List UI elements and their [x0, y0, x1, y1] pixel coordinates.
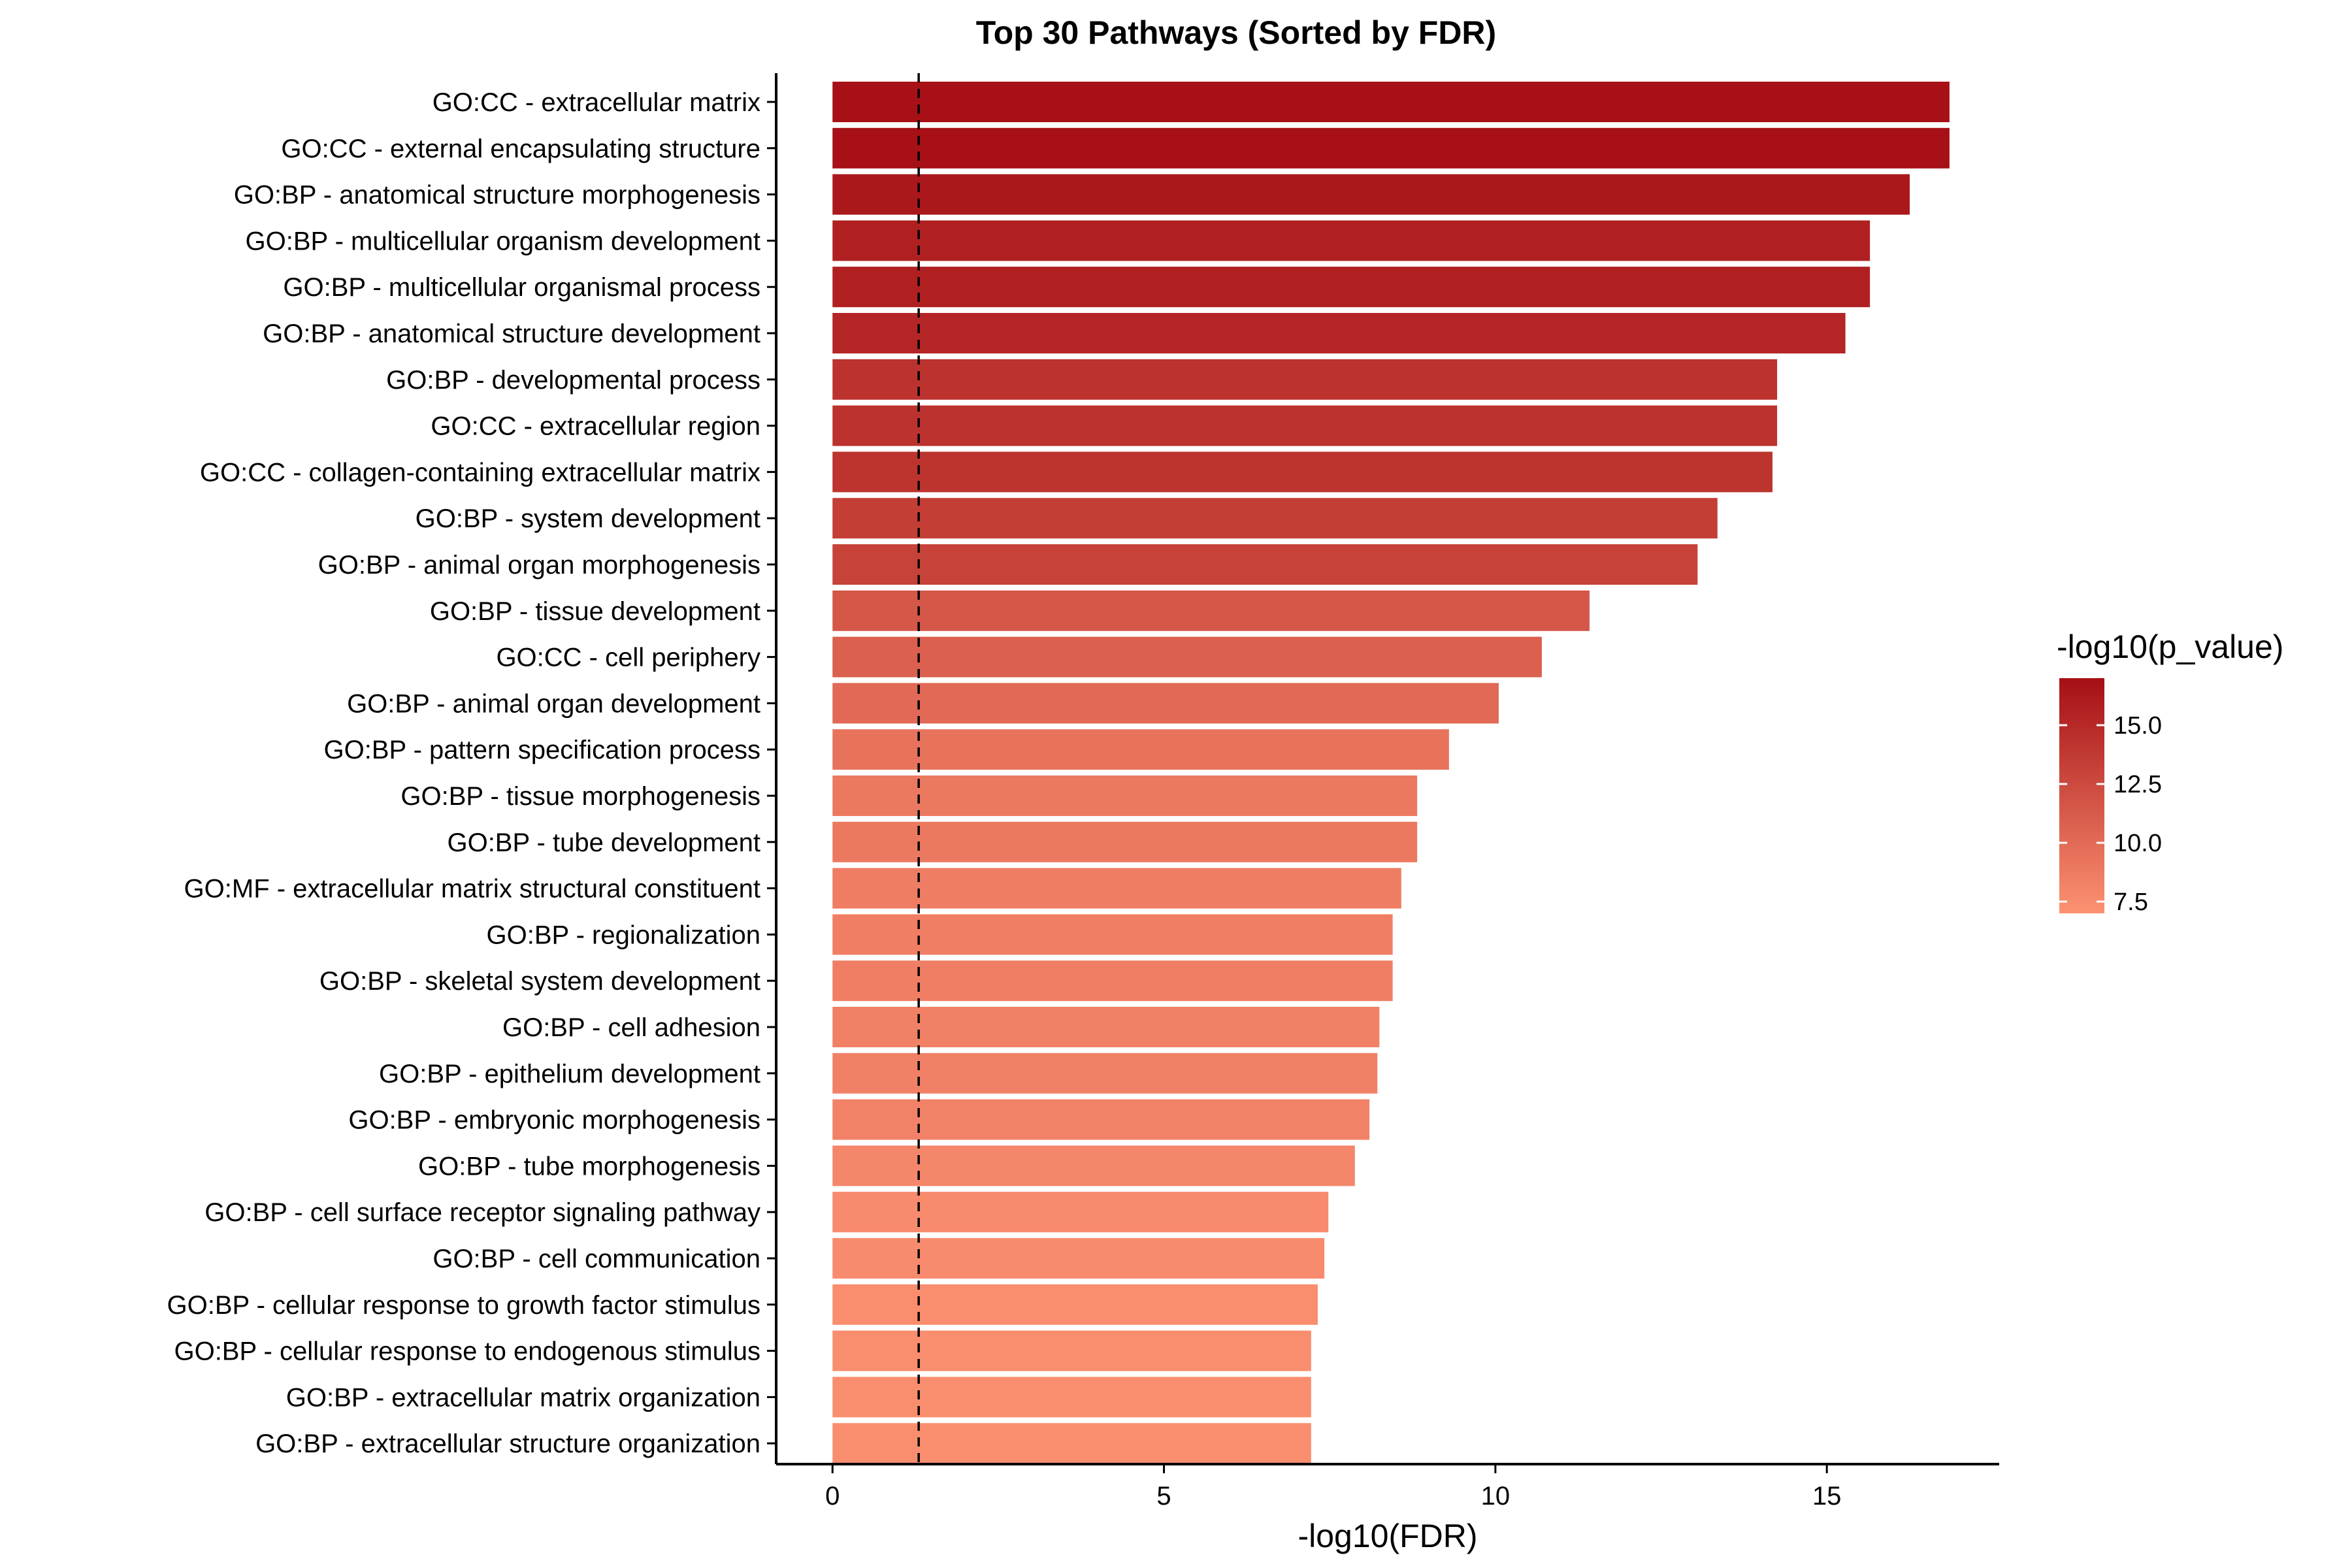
bar-27	[832, 1284, 1318, 1325]
bar-16	[832, 776, 1418, 816]
x-tick-label: 0	[825, 1482, 840, 1511]
category-label: GO:CC - cell periphery	[496, 644, 760, 672]
category-label: GO:BP - epithelium development	[379, 1060, 760, 1088]
bar-8	[832, 405, 1778, 446]
x-tick-label: 5	[1156, 1482, 1171, 1511]
bar-5	[832, 267, 1870, 308]
category-label: GO:BP - extracellular structure organiza…	[255, 1429, 760, 1458]
bar-11	[832, 544, 1698, 585]
category-label: GO:BP - extracellular matrix organizatio…	[286, 1383, 760, 1412]
bar-10	[832, 498, 1718, 539]
category-label: GO:BP - animal organ morphogenesis	[318, 551, 760, 580]
legend-title: -log10(p_value)	[2057, 629, 2283, 665]
x-tick-label: 15	[1812, 1482, 1842, 1511]
category-label: GO:BP - system development	[416, 504, 760, 533]
category-label: GO:BP - cell surface receptor signaling …	[204, 1198, 760, 1227]
bar-19	[832, 914, 1393, 955]
bar-28	[832, 1330, 1311, 1371]
category-label: GO:MF - extracellular matrix structural …	[184, 875, 760, 904]
category-label: GO:BP - pattern specification process	[324, 736, 760, 764]
bar-13	[832, 636, 1542, 678]
category-label: GO:BP - cellular response to growth fact…	[167, 1291, 760, 1320]
category-label: GO:CC - collagen-containing extracellula…	[200, 458, 760, 487]
category-label: GO:BP - anatomical structure morphogenes…	[234, 181, 760, 210]
bar-26	[832, 1238, 1325, 1279]
bar-14	[832, 683, 1499, 724]
legend-ticks: 7.5 10.0 12.5 15.0	[2059, 712, 2162, 916]
category-label: GO:BP - skeletal system development	[319, 967, 760, 996]
category-labels: GO:CC - extracellular matrix GO:CC - exte…	[167, 88, 776, 1458]
bars-group	[832, 82, 1950, 1464]
bar-20	[832, 960, 1393, 1002]
bar-24	[832, 1145, 1355, 1186]
bar-6	[832, 313, 1846, 353]
bar-30	[832, 1423, 1311, 1464]
bar-12	[832, 590, 1590, 631]
category-label: GO:BP - multicellular organismal process	[283, 273, 760, 302]
category-label: GO:BP - anatomical structure development	[263, 319, 760, 348]
legend-tick-label: 15.0	[2114, 712, 2162, 740]
category-label: GO:BP - multicellular organism developme…	[246, 227, 760, 255]
category-label: GO:BP - cell communication	[433, 1245, 760, 1273]
category-label: GO:BP - developmental process	[386, 366, 760, 395]
bar-7	[832, 359, 1778, 400]
legend-tick-label: 12.5	[2114, 771, 2162, 798]
bar-15	[832, 729, 1449, 770]
category-label: GO:BP - tissue morphogenesis	[400, 782, 760, 811]
x-tick-label: 10	[1481, 1482, 1511, 1511]
bar-29	[832, 1377, 1311, 1418]
category-label: GO:BP - animal organ development	[347, 689, 760, 718]
bar-21	[832, 1007, 1380, 1047]
category-label: GO:CC - extracellular matrix	[433, 88, 760, 117]
x-axis-title: -log10(FDR)	[1298, 1518, 1477, 1554]
color-legend: -log10(p_value) 7.5 10.0 12.5 15.0	[2057, 629, 2283, 916]
category-label: GO:BP - tube development	[447, 828, 760, 857]
category-label: GO:BP - cell adhesion	[502, 1013, 760, 1042]
bar-22	[832, 1053, 1378, 1094]
bar-1	[832, 82, 1950, 122]
bar-4	[832, 220, 1870, 261]
legend-colorbar	[2059, 678, 2104, 913]
bar-25	[832, 1192, 1329, 1233]
bar-3	[832, 174, 1910, 215]
bar-9	[832, 451, 1772, 493]
bar-2	[832, 127, 1950, 169]
category-label: GO:BP - regionalization	[487, 921, 760, 949]
x-axis-ticks: 0 5 10 15	[825, 1464, 1841, 1511]
bar-23	[832, 1099, 1370, 1140]
chart-title: Top 30 Pathways (Sorted by FDR)	[976, 14, 1496, 51]
legend-tick-label: 7.5	[2114, 889, 2148, 916]
bar-17	[832, 821, 1418, 862]
category-label: GO:CC - external encapsulating structure	[281, 135, 760, 163]
category-label: GO:BP - tube morphogenesis	[418, 1152, 760, 1181]
category-label: GO:CC - extracellular region	[431, 412, 760, 441]
legend-tick-label: 10.0	[2114, 830, 2162, 857]
bar-18	[832, 868, 1401, 909]
category-label: GO:BP - embryonic morphogenesis	[348, 1106, 760, 1135]
category-label: GO:BP - cellular response to endogenous …	[174, 1337, 760, 1366]
category-label: GO:BP - tissue development	[430, 597, 760, 626]
